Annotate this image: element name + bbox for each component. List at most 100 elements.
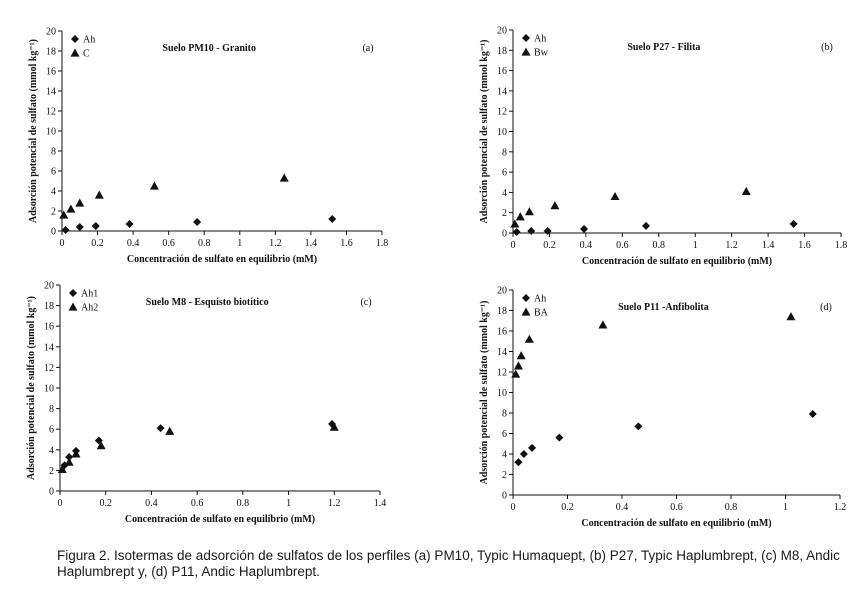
data-point — [75, 223, 84, 231]
data-point — [149, 181, 159, 190]
data-point — [511, 369, 521, 378]
data-point — [156, 424, 165, 433]
x-tick-label: 1 — [783, 502, 788, 513]
chart-title: Suelo P27 - Filita — [627, 42, 700, 53]
data-point — [66, 204, 76, 213]
data-point — [64, 457, 74, 466]
y-tick-label: 0 — [49, 487, 54, 498]
y-tick-label: 8 — [502, 409, 507, 420]
data-point — [328, 215, 337, 223]
data-point — [808, 410, 817, 419]
x-tick-label: 1.8 — [835, 240, 848, 251]
legend-label: BA — [534, 308, 549, 319]
chart-title: Suelo M8 - Esquisto biotítico — [146, 297, 269, 308]
y-tick-label: 6 — [49, 425, 54, 436]
x-tick-label: 1.4 — [374, 498, 387, 509]
x-tick-label: 0.8 — [237, 498, 250, 509]
data-point — [610, 191, 620, 201]
x-tick-label: 1.2 — [328, 498, 341, 509]
legend-marker-triangle — [68, 302, 78, 311]
y-tick-label: 0 — [502, 491, 507, 502]
y-axis-label: Adsorción potencial de sulfato (mmol kg⁻… — [28, 39, 39, 223]
series-Bw — [510, 186, 751, 228]
y-tick-label: 18 — [44, 301, 54, 312]
x-axis-label: Concentración de sulfato en equilibrio (… — [125, 514, 315, 525]
x-tick-label: 1 — [286, 498, 291, 509]
y-tick-label: 16 — [46, 67, 56, 78]
y-tick-label: 10 — [497, 127, 507, 138]
y-tick-label: 20 — [497, 286, 507, 297]
y-tick-label: 16 — [497, 327, 507, 338]
series-Ah — [61, 215, 337, 234]
x-tick-label: 0.8 — [653, 240, 666, 251]
y-axis-label: Adsorción potencial de sulfato (mmol kg⁻… — [479, 301, 490, 485]
x-axis-label: Concentración de sulfato en equilibrio (… — [582, 256, 772, 267]
x-tick-label: 0.6 — [162, 238, 175, 249]
series-Ah — [514, 410, 817, 467]
x-tick-label: 1.2 — [269, 238, 282, 249]
x-tick-label: 0.6 — [191, 498, 204, 509]
data-point — [94, 190, 104, 199]
data-point — [634, 422, 643, 431]
legend-marker-triangle — [521, 307, 531, 316]
data-point — [550, 201, 560, 210]
legend-label: Ah — [534, 294, 546, 305]
x-tick-label: 0 — [511, 502, 516, 513]
data-point — [510, 219, 520, 228]
series-Ah2 — [57, 422, 339, 473]
y-tick-label: 18 — [497, 46, 507, 57]
data-point — [125, 220, 134, 228]
x-tick-label: 0.4 — [616, 502, 629, 513]
legend-marker-diamond — [522, 294, 530, 302]
y-tick-label: 18 — [497, 306, 507, 317]
data-point — [524, 334, 534, 343]
y-tick-label: 10 — [497, 388, 507, 399]
chart-title: Suelo PM10 - Granito — [162, 43, 256, 54]
data-point — [543, 226, 552, 235]
chart-panel-c: 0 2 4 6 8 10 12 14 16 18 20 0 0.2 0.4 0.6 0.8 1 1.2 1.4 Con… — [26, 281, 386, 526]
data-point — [786, 312, 796, 321]
data-point — [580, 224, 589, 233]
x-tick-label: 0.2 — [561, 502, 574, 513]
x-tick-label: 0.2 — [91, 238, 104, 249]
legend-label: Ah — [534, 34, 546, 45]
data-point — [91, 222, 100, 230]
x-tick-label: 1.6 — [798, 240, 811, 251]
y-axis-label: Adsorción potencial de sulfato (mmol kg⁻… — [479, 40, 490, 224]
data-point — [519, 450, 528, 458]
y-tick-label: 8 — [49, 404, 54, 415]
y-tick-label: 16 — [497, 66, 507, 77]
data-point — [524, 207, 534, 216]
y-tick-label: 8 — [51, 147, 56, 158]
figure-caption: Figura 2. Isotermas de adsorción de sulf… — [57, 548, 840, 579]
data-point — [512, 227, 521, 236]
data-point — [516, 351, 526, 360]
y-tick-label: 2 — [502, 470, 507, 481]
data-point — [75, 198, 85, 207]
y-tick-label: 12 — [46, 107, 56, 118]
x-tick-label: 1.2 — [834, 502, 847, 513]
legend-label: Ah — [83, 35, 95, 46]
y-tick-label: 0 — [502, 229, 507, 240]
data-point — [59, 210, 69, 219]
x-tick-label: 0.4 — [145, 498, 158, 509]
x-tick-label: 1.4 — [762, 240, 775, 251]
y-tick-label: 20 — [497, 26, 507, 37]
x-tick-label: 0.6 — [670, 502, 683, 513]
y-tick-label: 18 — [46, 47, 56, 58]
y-tick-label: 6 — [502, 168, 507, 179]
data-point — [329, 422, 339, 431]
data-point — [741, 186, 751, 195]
legend-label: Ah2 — [81, 303, 98, 314]
x-tick-label: 0.4 — [127, 238, 140, 249]
y-tick-label: 2 — [502, 208, 507, 219]
y-tick-label: 8 — [502, 147, 507, 158]
panel-label: (c) — [360, 297, 371, 308]
data-point — [71, 449, 81, 458]
legend-marker-diamond — [522, 34, 530, 42]
data-point — [527, 226, 536, 235]
y-tick-label: 14 — [46, 87, 56, 98]
y-tick-label: 2 — [49, 466, 54, 477]
x-tick-label: 0.2 — [99, 498, 112, 509]
